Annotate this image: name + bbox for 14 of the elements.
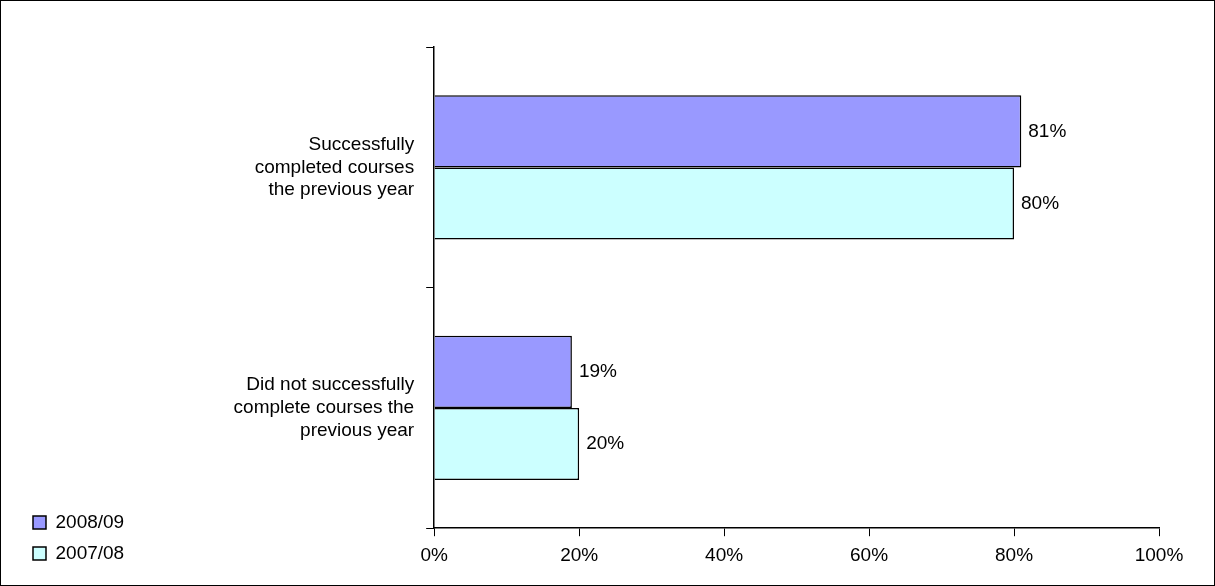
x-tick-label: 60% bbox=[850, 543, 889, 565]
x-tick-label: 20% bbox=[560, 543, 599, 565]
y-tick-label: Successfully completed courses the previous year bbox=[254, 132, 415, 200]
legend-label: 2008/09 bbox=[55, 510, 125, 532]
data-label: 80% bbox=[1021, 191, 1060, 213]
x-tick-label: 40% bbox=[705, 543, 744, 565]
x-tick-label: 80% bbox=[995, 543, 1034, 565]
data-label: 81% bbox=[1028, 119, 1067, 141]
legend-label: 2007/08 bbox=[55, 541, 125, 563]
data-label: 20% bbox=[586, 432, 625, 454]
x-tick-label: 0% bbox=[420, 543, 449, 565]
x-tick-label: 100% bbox=[1134, 543, 1184, 565]
data-label: 19% bbox=[578, 360, 618, 382]
y-tick-label: Did not successfully complete courses the previous year bbox=[233, 373, 415, 440]
